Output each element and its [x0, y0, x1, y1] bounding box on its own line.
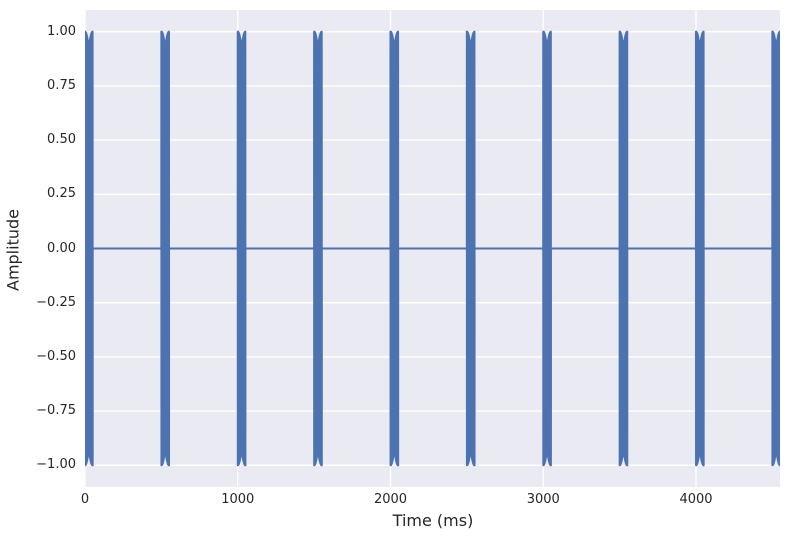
- tone-burst-waveform: [85, 30, 780, 467]
- x-tick-label: 4000: [679, 492, 713, 507]
- y-tick-label: 0.25: [47, 186, 76, 202]
- y-tick-label: 0.75: [47, 77, 76, 93]
- y-tick-label: −0.50: [36, 348, 76, 364]
- x-tick-label: 3000: [526, 492, 560, 507]
- x-tick-label: 2000: [373, 492, 408, 507]
- y-tick-label: −0.25: [36, 294, 76, 310]
- y-axis-title: Amplitude: [3, 209, 23, 291]
- y-tick-label: −1.00: [36, 457, 76, 473]
- x-axis-title: Time (ms): [392, 511, 474, 530]
- y-tick-label: 1.00: [47, 23, 76, 39]
- waveform-plot: [85, 10, 780, 487]
- plot-area: [85, 10, 780, 487]
- x-tick-label: 1000: [221, 492, 255, 507]
- x-tick-label: 0: [80, 492, 90, 507]
- y-tick-label: −0.75: [36, 403, 76, 419]
- y-tick-label: 0.50: [47, 132, 76, 148]
